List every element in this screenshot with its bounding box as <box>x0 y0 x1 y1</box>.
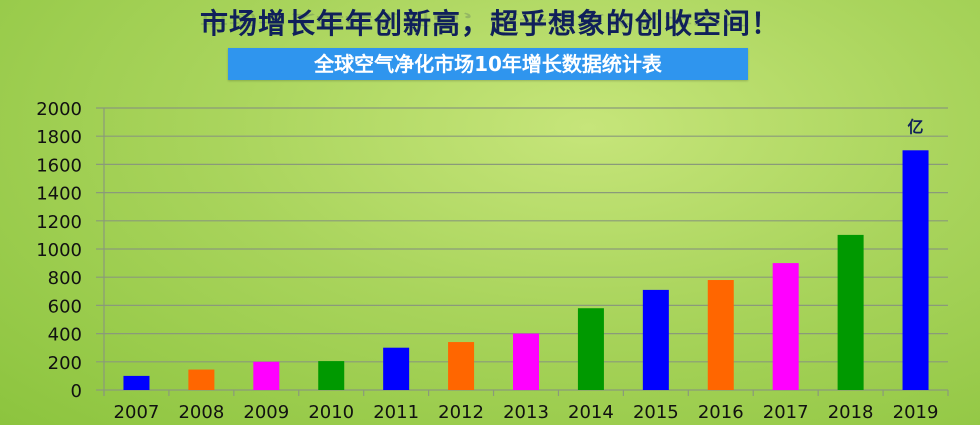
y-tick-label: 800 <box>48 268 82 289</box>
bar-2015 <box>642 289 669 390</box>
bar-2011 <box>383 347 410 390</box>
bar-2007 <box>123 375 150 390</box>
bar-2013 <box>513 333 539 390</box>
unit-label: 亿 <box>908 117 924 136</box>
bar-2008 <box>188 369 215 390</box>
y-tick-label: 400 <box>48 325 82 346</box>
bar-2009 <box>253 361 280 390</box>
y-tick-label: 1000 <box>36 240 82 261</box>
x-tick-label: 2018 <box>828 402 874 423</box>
bar-2017 <box>772 263 799 390</box>
x-tick-label: 2019 <box>893 402 939 423</box>
y-tick-label: 1600 <box>36 155 82 176</box>
bar-2018 <box>837 234 864 390</box>
x-tick-label: 2016 <box>698 402 744 423</box>
y-tick-label: 2000 <box>36 99 82 120</box>
x-tick-label: 2013 <box>503 402 549 423</box>
bar-2019 <box>902 150 929 390</box>
y-tick-label: 1200 <box>36 212 82 233</box>
bar-2010 <box>318 361 345 390</box>
y-tick-label: 1800 <box>36 127 82 148</box>
y-tick-label: 600 <box>48 296 82 317</box>
x-tick-label: 2014 <box>568 402 614 423</box>
x-tick-label: 2008 <box>178 402 224 423</box>
y-tick-label: 0 <box>71 381 82 402</box>
x-tick-label: 2007 <box>114 402 160 423</box>
x-tick-label: 2011 <box>373 402 419 423</box>
x-tick-label: 2015 <box>633 402 679 423</box>
headline: 市场增长年年创新高，超乎想象的创收空间！ <box>199 7 780 40</box>
bar-2014 <box>577 308 604 390</box>
chart-title-banner: 全球空气净化市场10年增长数据统计表 <box>228 48 748 80</box>
x-tick-label: 2017 <box>763 402 809 423</box>
x-tick-label: 2009 <box>243 402 289 423</box>
y-tick-label: 1400 <box>36 184 82 205</box>
x-tick-label: 2012 <box>438 402 484 423</box>
x-tick-label: 2010 <box>308 402 354 423</box>
bar-2012 <box>448 342 475 390</box>
y-tick-label: 200 <box>48 353 82 374</box>
bar-2016 <box>707 280 734 390</box>
